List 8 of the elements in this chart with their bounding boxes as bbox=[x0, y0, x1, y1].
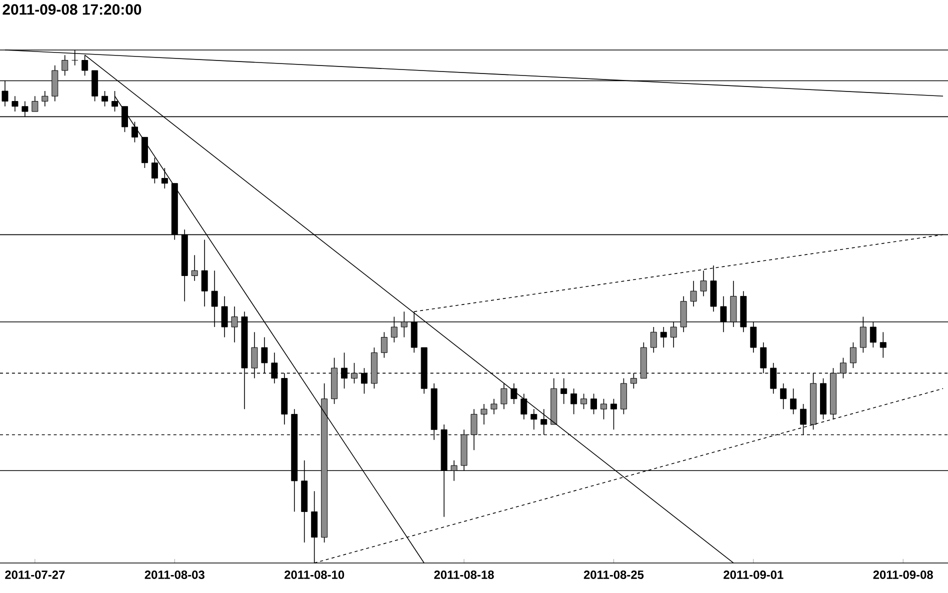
x-tick-label: 2011-08-18 bbox=[434, 570, 494, 579]
x-tick-label: 2011-08-10 bbox=[284, 570, 344, 579]
x-tick-label: 2011-07-27 bbox=[5, 570, 65, 579]
chart-title: 2011-09-08 17:20:00 bbox=[2, 4, 142, 15]
x-tick-label: 2011-09-08 bbox=[873, 570, 933, 579]
x-tick-label: 2011-08-25 bbox=[584, 570, 644, 579]
x-tick-label: 2011-08-03 bbox=[144, 570, 204, 579]
x-tick-label: 2011-09-01 bbox=[724, 570, 784, 579]
